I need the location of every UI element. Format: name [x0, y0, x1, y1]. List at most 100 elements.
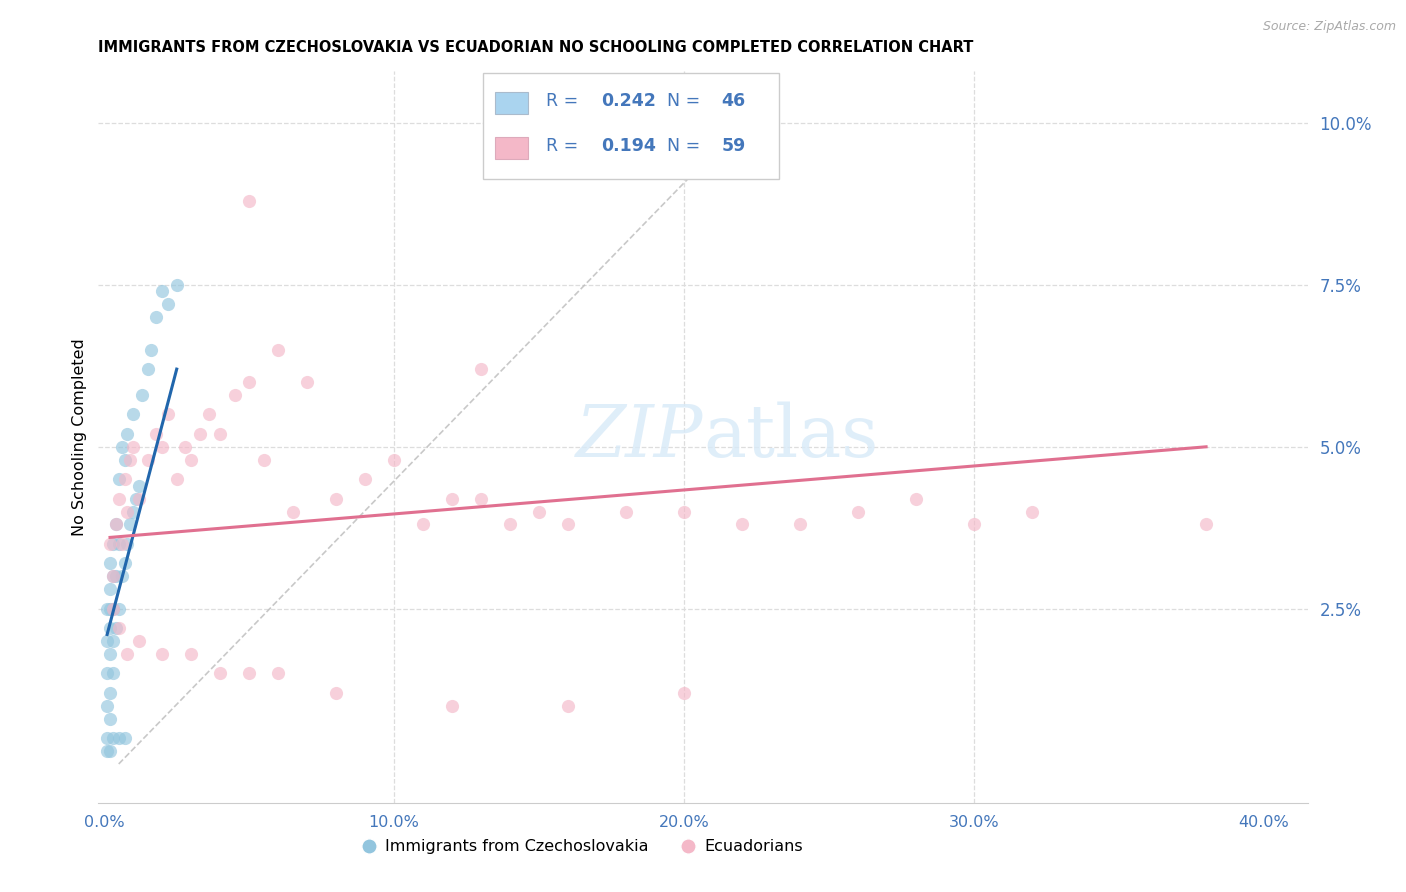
- Point: [673, 686, 696, 700]
- Point: [98, 537, 121, 551]
- Point: [107, 731, 129, 745]
- Point: [789, 517, 811, 532]
- Point: [101, 731, 124, 745]
- Point: [122, 440, 145, 454]
- Point: [104, 517, 127, 532]
- Point: [673, 504, 696, 518]
- Point: [267, 666, 290, 681]
- Point: [96, 666, 118, 681]
- Point: [98, 647, 121, 661]
- Point: [107, 621, 129, 635]
- Point: [128, 478, 150, 492]
- Point: [846, 504, 869, 518]
- Point: [188, 426, 211, 441]
- Point: [150, 440, 173, 454]
- Point: [131, 388, 153, 402]
- Point: [96, 698, 118, 713]
- Point: [238, 375, 260, 389]
- Point: [120, 452, 142, 467]
- Point: [117, 426, 139, 441]
- Point: [1021, 504, 1043, 518]
- Point: [101, 537, 124, 551]
- Text: N =: N =: [666, 92, 706, 110]
- Point: [96, 744, 118, 758]
- Point: [98, 744, 121, 758]
- Point: [1195, 517, 1218, 532]
- Point: [104, 621, 127, 635]
- Point: [354, 472, 377, 486]
- Point: [114, 731, 136, 745]
- Point: [96, 731, 118, 745]
- Point: [441, 698, 464, 713]
- Point: [128, 491, 150, 506]
- Point: [101, 601, 124, 615]
- Point: [209, 426, 232, 441]
- Point: [139, 343, 162, 357]
- Point: [125, 491, 148, 506]
- Point: [117, 537, 139, 551]
- Point: [412, 517, 434, 532]
- Point: [224, 388, 246, 402]
- Point: [120, 517, 142, 532]
- Point: [101, 569, 124, 583]
- Point: [614, 504, 637, 518]
- Point: [98, 712, 121, 726]
- Point: [110, 569, 132, 583]
- Point: [110, 440, 132, 454]
- Point: [117, 504, 139, 518]
- Point: [104, 517, 127, 532]
- Point: [104, 569, 127, 583]
- Point: [382, 452, 405, 467]
- Point: [295, 375, 318, 389]
- Point: [122, 504, 145, 518]
- Point: [238, 666, 260, 681]
- Text: Source: ZipAtlas.com: Source: ZipAtlas.com: [1263, 20, 1396, 33]
- Point: [101, 666, 124, 681]
- Point: [114, 452, 136, 467]
- Point: [180, 647, 202, 661]
- Y-axis label: No Schooling Completed: No Schooling Completed: [72, 338, 87, 536]
- Point: [150, 285, 173, 299]
- Point: [166, 472, 188, 486]
- Point: [963, 517, 986, 532]
- Point: [98, 582, 121, 597]
- Point: [107, 537, 129, 551]
- Point: [470, 491, 492, 506]
- Point: [470, 362, 492, 376]
- Text: ZIP: ZIP: [575, 401, 703, 473]
- Point: [557, 517, 579, 532]
- Text: N =: N =: [666, 137, 706, 155]
- Point: [128, 634, 150, 648]
- Text: 0.194: 0.194: [602, 137, 657, 155]
- Point: [209, 666, 232, 681]
- Point: [150, 647, 173, 661]
- Point: [114, 557, 136, 571]
- Point: [325, 491, 347, 506]
- Point: [281, 504, 304, 518]
- Text: 46: 46: [721, 92, 745, 110]
- Point: [180, 452, 202, 467]
- Point: [174, 440, 197, 454]
- Point: [905, 491, 928, 506]
- Bar: [495, 92, 527, 114]
- Point: [441, 491, 464, 506]
- FancyBboxPatch shape: [482, 73, 779, 179]
- Point: [166, 277, 188, 292]
- Point: [557, 698, 579, 713]
- Point: [238, 194, 260, 208]
- Point: [96, 601, 118, 615]
- Point: [267, 343, 290, 357]
- Point: [156, 297, 179, 311]
- Point: [499, 517, 522, 532]
- Point: [107, 601, 129, 615]
- Point: [136, 362, 159, 376]
- Bar: [495, 137, 527, 159]
- Text: R =: R =: [546, 137, 583, 155]
- Point: [101, 634, 124, 648]
- Point: [197, 408, 219, 422]
- Point: [101, 569, 124, 583]
- Point: [156, 408, 179, 422]
- Legend: Immigrants from Czechoslovakia, Ecuadorians: Immigrants from Czechoslovakia, Ecuadori…: [354, 833, 810, 861]
- Text: 59: 59: [721, 137, 745, 155]
- Text: R =: R =: [546, 92, 583, 110]
